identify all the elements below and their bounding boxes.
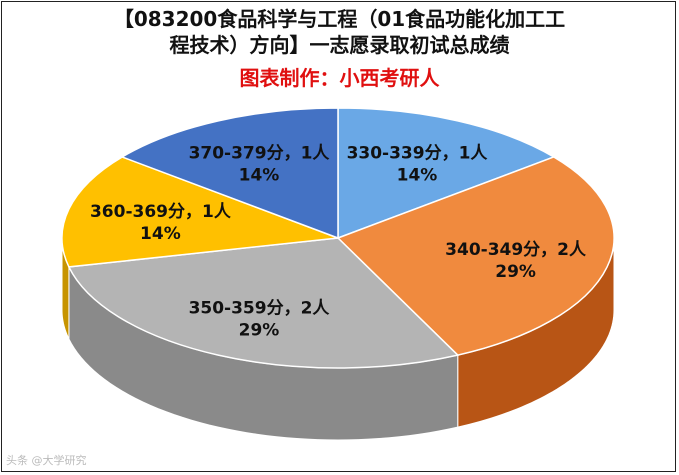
- percent-label-4: 14%: [239, 166, 280, 186]
- pie-slice-2: [67, 237, 460, 369]
- data-label-2: 350-359分，2人: [189, 298, 331, 318]
- pie-slice-1: [336, 156, 615, 356]
- percent-label-3: 14%: [140, 224, 181, 244]
- watermark: 头条 @大学研究: [6, 454, 87, 467]
- percent-label-2: 29%: [239, 320, 280, 340]
- pie-slice-4: [120, 107, 339, 240]
- pie-slice-3: [61, 156, 339, 268]
- data-label-3: 360-369分，1人: [90, 202, 232, 222]
- title-line-2: 程技术）方向】一志愿录取初试总成绩: [169, 33, 510, 57]
- pie-slice-0: [337, 107, 556, 240]
- pie-top: [61, 107, 615, 369]
- title-line-1: 【083200食品科学与工程（01食品功能化加工工: [113, 7, 566, 31]
- percent-label-1: 29%: [495, 262, 536, 282]
- data-label-1: 340-349分，2人: [445, 240, 587, 260]
- pie-data-labels: 330-339分，1人14%340-349分，2人29%350-359分，2人2…: [90, 144, 587, 341]
- chart-credit: 图表制作：小西考研人: [239, 66, 440, 90]
- data-label-4: 370-379分，1人: [189, 144, 331, 164]
- chart-title: 【083200食品科学与工程（01食品功能化加工工 程技术）方向】一志愿录取初试…: [0, 6, 679, 58]
- percent-label-0: 14%: [397, 166, 438, 186]
- data-label-0: 330-339分，1人: [347, 144, 489, 164]
